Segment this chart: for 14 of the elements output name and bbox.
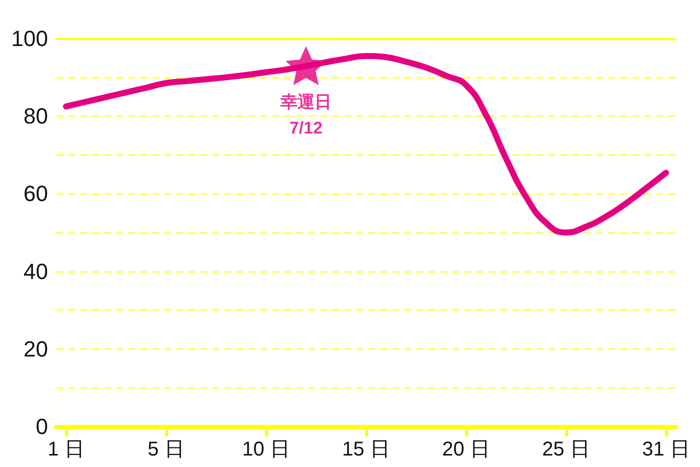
series-label: 幸運日 7/12 bbox=[280, 92, 332, 138]
x-tick-label: 31 日 bbox=[642, 438, 690, 460]
y-tick-label: 80 bbox=[24, 104, 48, 129]
y-tick-label: 60 bbox=[24, 181, 48, 206]
y-tick-label: 20 bbox=[24, 336, 48, 362]
y-tick-label: 100 bbox=[11, 26, 48, 51]
x-tick-label: 15 日 bbox=[342, 438, 390, 460]
x-tick-label: 10 日 bbox=[242, 438, 290, 460]
x-tick-label: 25 日 bbox=[542, 438, 590, 460]
x-tick-label: 5 日 bbox=[148, 438, 184, 460]
x-tick-label: 20 日 bbox=[442, 438, 490, 460]
y-tick-label: 0 bbox=[36, 414, 48, 439]
x-tick-label: 1 日 bbox=[48, 438, 84, 460]
y-tick-label: 40 bbox=[24, 258, 48, 284]
